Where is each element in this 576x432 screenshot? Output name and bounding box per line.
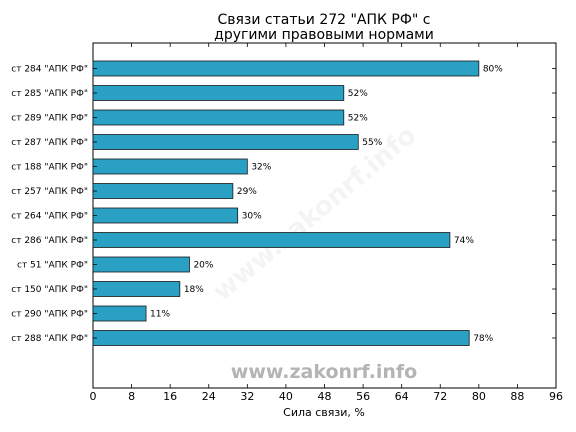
x-axis-label: Сила связи, % xyxy=(283,406,365,419)
category-labels: ст 284 "АПК РФ" ст 285 "АПК РФ" ст 289 "АП… xyxy=(11,65,556,344)
bar-value-label: 52% xyxy=(348,89,368,99)
chart-title-line: другими правовыми нормами xyxy=(214,27,434,43)
watermark-text: www.zakonrf.info xyxy=(231,361,417,383)
bar xyxy=(92,109,345,126)
x-tick-label: 0 xyxy=(90,390,97,403)
bar-value-label: 11% xyxy=(150,310,170,320)
bar-value-label: 74% xyxy=(454,236,474,246)
bar xyxy=(92,134,359,150)
bar-value-label: 80% xyxy=(483,65,503,75)
category-label: ст 287 "АПК РФ" xyxy=(11,138,88,148)
category-label: ст 188 "АПК РФ" xyxy=(11,163,88,173)
bar-value-label: 18% xyxy=(184,285,204,295)
bar xyxy=(92,305,147,322)
bar xyxy=(92,281,181,297)
chart-title-line: Связи статьи 272 "АПК РФ" с xyxy=(217,12,430,28)
bar xyxy=(92,183,234,199)
x-tick-label: 8 xyxy=(128,390,135,403)
category-label: ст 285 "АПК РФ" xyxy=(11,89,88,99)
category-label: ст 264 "АПК РФ" xyxy=(11,212,88,222)
category-label: ст 286 "АПК РФ" xyxy=(11,236,88,246)
bar-value-label: 20% xyxy=(193,261,213,271)
bar-value-label: 78% xyxy=(473,334,493,344)
category-label: ст 290 "АПК РФ" xyxy=(11,310,88,320)
bar xyxy=(92,158,248,175)
category-label: ст 257 "АПК РФ" xyxy=(11,187,88,197)
bar-value-label: 55% xyxy=(362,138,382,148)
x-tick-label: 72 xyxy=(433,390,447,403)
bar xyxy=(92,207,239,224)
x-tick-label: 96 xyxy=(549,390,563,403)
bars: 80% 52% 52% 55% 32% 29% 30% 74% 20% 18% 11% 78% xyxy=(92,60,503,346)
bar-value-label: 32% xyxy=(251,163,271,173)
bar xyxy=(92,256,190,273)
category-label: ст 289 "АПК РФ" xyxy=(11,114,88,124)
x-tick-label: 40 xyxy=(279,390,293,403)
bar-value-label: 29% xyxy=(237,187,257,197)
x-tick-label: 48 xyxy=(318,390,332,403)
x-tick-label: 16 xyxy=(163,390,177,403)
x-tick-label: 80 xyxy=(472,390,486,403)
bar-value-label: 30% xyxy=(242,212,262,222)
x-tick-label: 24 xyxy=(202,390,216,403)
bar xyxy=(92,232,451,248)
x-tick-label: 88 xyxy=(510,390,524,403)
bar-value-label: 52% xyxy=(348,114,368,124)
category-label: ст 288 "АПК РФ" xyxy=(11,334,88,344)
bar xyxy=(92,60,480,77)
x-axis-ticks: 0 8 16 24 32 40 48 56 64 72 80 88 96 xyxy=(90,43,563,403)
category-label: ст 150 "АПК РФ" xyxy=(11,285,88,295)
x-tick-label: 32 xyxy=(240,390,254,403)
x-tick-label: 56 xyxy=(356,390,370,403)
bar xyxy=(92,330,470,346)
category-label: ст 51 "АПК РФ" xyxy=(17,261,88,271)
category-label: ст 284 "АПК РФ" xyxy=(11,65,88,75)
x-tick-label: 64 xyxy=(395,390,409,403)
bar xyxy=(92,85,345,101)
